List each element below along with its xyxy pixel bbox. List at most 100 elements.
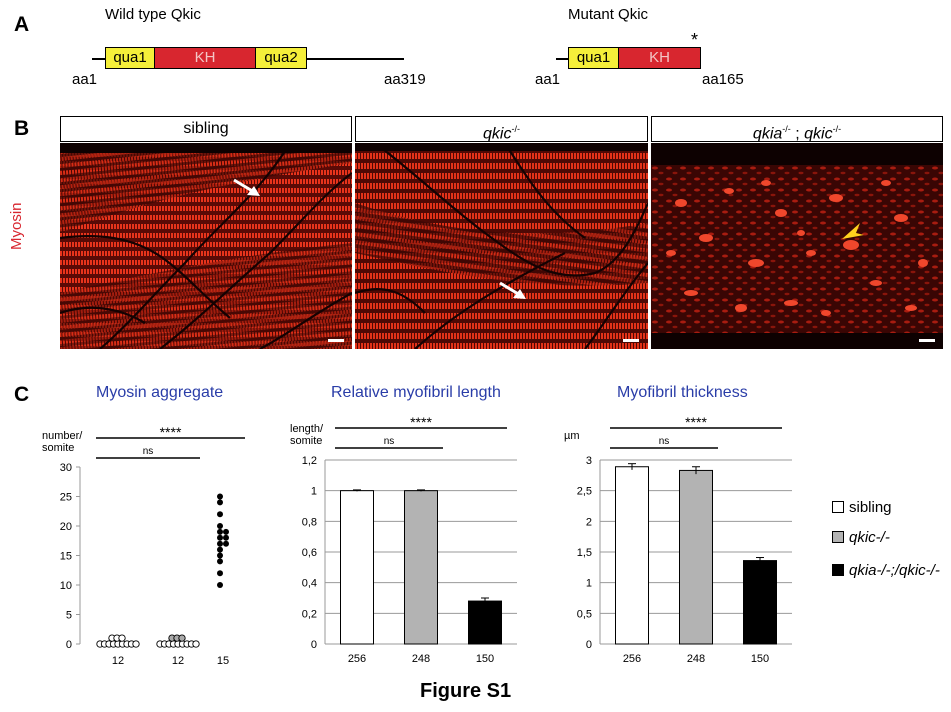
c2-xlabel-0: 256 (348, 653, 366, 665)
mut-qua1-domain: qua1 (568, 47, 619, 69)
c1-point-g0-8 (132, 640, 140, 648)
wt-kh-domain: KH (154, 47, 256, 69)
c3-ytick-label-6: 3 (586, 455, 592, 467)
wild-type-title: Wild type Qkic (105, 6, 201, 23)
figure-caption: Figure S1 (420, 680, 512, 702)
panel-label-a: A (14, 13, 30, 36)
c2-ytick-label-4: 0,8 (302, 516, 317, 528)
c1-xlabel-2: 15 (217, 655, 229, 667)
mutant-protein-line (556, 58, 570, 60)
c1-sig-stars: **** (160, 424, 182, 440)
micrograph-double-mutant-image (651, 143, 943, 349)
c1-point-g0-one-2 (118, 634, 126, 642)
header-qkic2-sup: -/- (832, 124, 842, 134)
micrograph-sibling (60, 143, 352, 349)
ylabel-thickness: µm (564, 430, 580, 442)
c1-ytick-label-2: 10 (60, 580, 72, 592)
c2-sig-ns: ns (384, 436, 395, 447)
c3-sig-stars: **** (685, 414, 707, 430)
c2-ytick-label-0: 0 (311, 639, 317, 651)
c2-xlabel-2: 150 (476, 653, 494, 665)
header-qkic-label: qkic (483, 125, 512, 143)
mut-kh-domain: KH (618, 47, 701, 69)
c2-ytick-label-2: 0,4 (302, 578, 317, 590)
chart-myosin-aggregate: 0 5 10 15 20 25 30 12 12 15 **** ns (60, 424, 245, 667)
myosin-axis-label: Myosin (8, 202, 25, 250)
header-qkia-sup: -/- (782, 124, 791, 134)
c3-bar-2 (743, 560, 777, 645)
ylabel-aggregate: number/ somite (42, 430, 83, 454)
legend-item-double: qkia-/-;/qkic-/- (832, 560, 940, 580)
chart-title-thickness: Myofibril thickness (617, 384, 748, 401)
c1-point-g2-11 (217, 523, 223, 529)
c3-xlabel-0: 256 (623, 653, 641, 665)
micrograph-sibling-image (60, 143, 352, 349)
wt-start-label: aa1 (72, 71, 98, 88)
c1-point-g2-13 (217, 499, 223, 506)
c3-sig-ns: ns (659, 436, 670, 447)
c1-point-g2-7 (217, 534, 223, 541)
c2-ytick-label-6: 1,2 (302, 455, 317, 467)
c1-sig-ns: ns (143, 446, 154, 457)
c1-point-g2-6 (223, 540, 229, 547)
chart-title-length: Relative myofibril length (331, 384, 501, 401)
panel-label-b: B (14, 117, 30, 140)
c2-ytick-label-1: 0,2 (302, 608, 317, 620)
c1-xlabel-1: 12 (172, 655, 184, 667)
micrograph-double-mutant (651, 143, 943, 349)
c2-xlabel-1: 248 (412, 653, 430, 665)
panel-label-c: C (14, 383, 30, 406)
header-qkia-label: qkia (752, 125, 783, 143)
c1-point-g2-14 (217, 493, 223, 500)
header-double-mutant: qkia-/- ; qkic-/- (651, 116, 943, 142)
c3-ytick-label-4: 2 (586, 516, 592, 528)
c1-point-g2-12 (217, 511, 223, 518)
c1-ytick-label-6: 30 (60, 462, 72, 474)
micrograph-qkic-image (355, 143, 648, 349)
mutant-title: Mutant Qkic (568, 6, 649, 23)
wt-qua2-domain: qua2 (255, 47, 307, 69)
c1-point-g2-2 (217, 558, 223, 565)
c1-point-g2-0 (217, 582, 223, 588)
legend-swatch-sibling (832, 501, 844, 513)
header-qkic: qkic-/- (355, 116, 648, 142)
c3-ytick-label-2: 1 (586, 578, 592, 590)
c1-xlabel-0: 12 (112, 655, 124, 667)
c1-point-g2-5 (217, 540, 223, 547)
wt-qua1-domain: qua1 (105, 47, 155, 69)
header-sibling: sibling (60, 116, 352, 142)
c1-point-g2-9 (217, 528, 223, 535)
c2-bar-0 (340, 490, 374, 645)
c3-ytick-label-5: 2,5 (577, 486, 592, 498)
legend: sibling qkic-/- qkia-/-;/qkic-/- (832, 497, 940, 580)
legend-label-sibling: sibling (849, 498, 892, 516)
mut-end-label: aa165 (702, 71, 744, 88)
c2-ytick-label-5: 1 (311, 486, 317, 498)
arrowhead-aggregate-icon (842, 223, 864, 239)
c1-ytick-label-4: 20 (60, 521, 72, 533)
c3-ytick-label-3: 1,5 (577, 547, 592, 559)
c2-bar-2 (468, 600, 502, 645)
c1-ytick-label-5: 25 (60, 492, 72, 504)
header-qkic2-label: qkic (804, 125, 833, 143)
header-qkic-sup: -/- (511, 124, 520, 134)
chart-myofibril-length: 0 0,2 0,4 0,6 0,8 1 1,2 256 248 150 **** ns (302, 414, 517, 665)
legend-label-double: qkia-/-;/qkic-/- (849, 561, 940, 579)
c3-bar-1 (679, 469, 713, 645)
c1-point-g2-1 (217, 570, 223, 577)
c3-ytick-label-1: 0,5 (577, 608, 592, 620)
c1-point-g1-one-2 (178, 634, 186, 642)
c3-xlabel-1: 248 (687, 653, 705, 665)
legend-item-sibling: sibling (832, 497, 940, 517)
legend-label-qkic: qkic-/- (849, 528, 890, 546)
c3-ytick-label-0: 0 (586, 639, 592, 651)
c1-point-g2-3 (217, 552, 223, 559)
c3-xlabel-2: 150 (751, 653, 769, 665)
c1-point-g2-10 (223, 528, 229, 535)
chart-myofibril-thickness: 0 0,5 1 1,5 2 2,5 3 256 248 150 **** ns (577, 414, 792, 665)
arrow-sibling-icon (233, 178, 260, 196)
legend-swatch-double (832, 564, 844, 576)
c1-point-g2-4 (217, 546, 223, 553)
arrow-qkic-icon (499, 281, 526, 299)
c1-ytick-label-0: 0 (66, 639, 72, 651)
